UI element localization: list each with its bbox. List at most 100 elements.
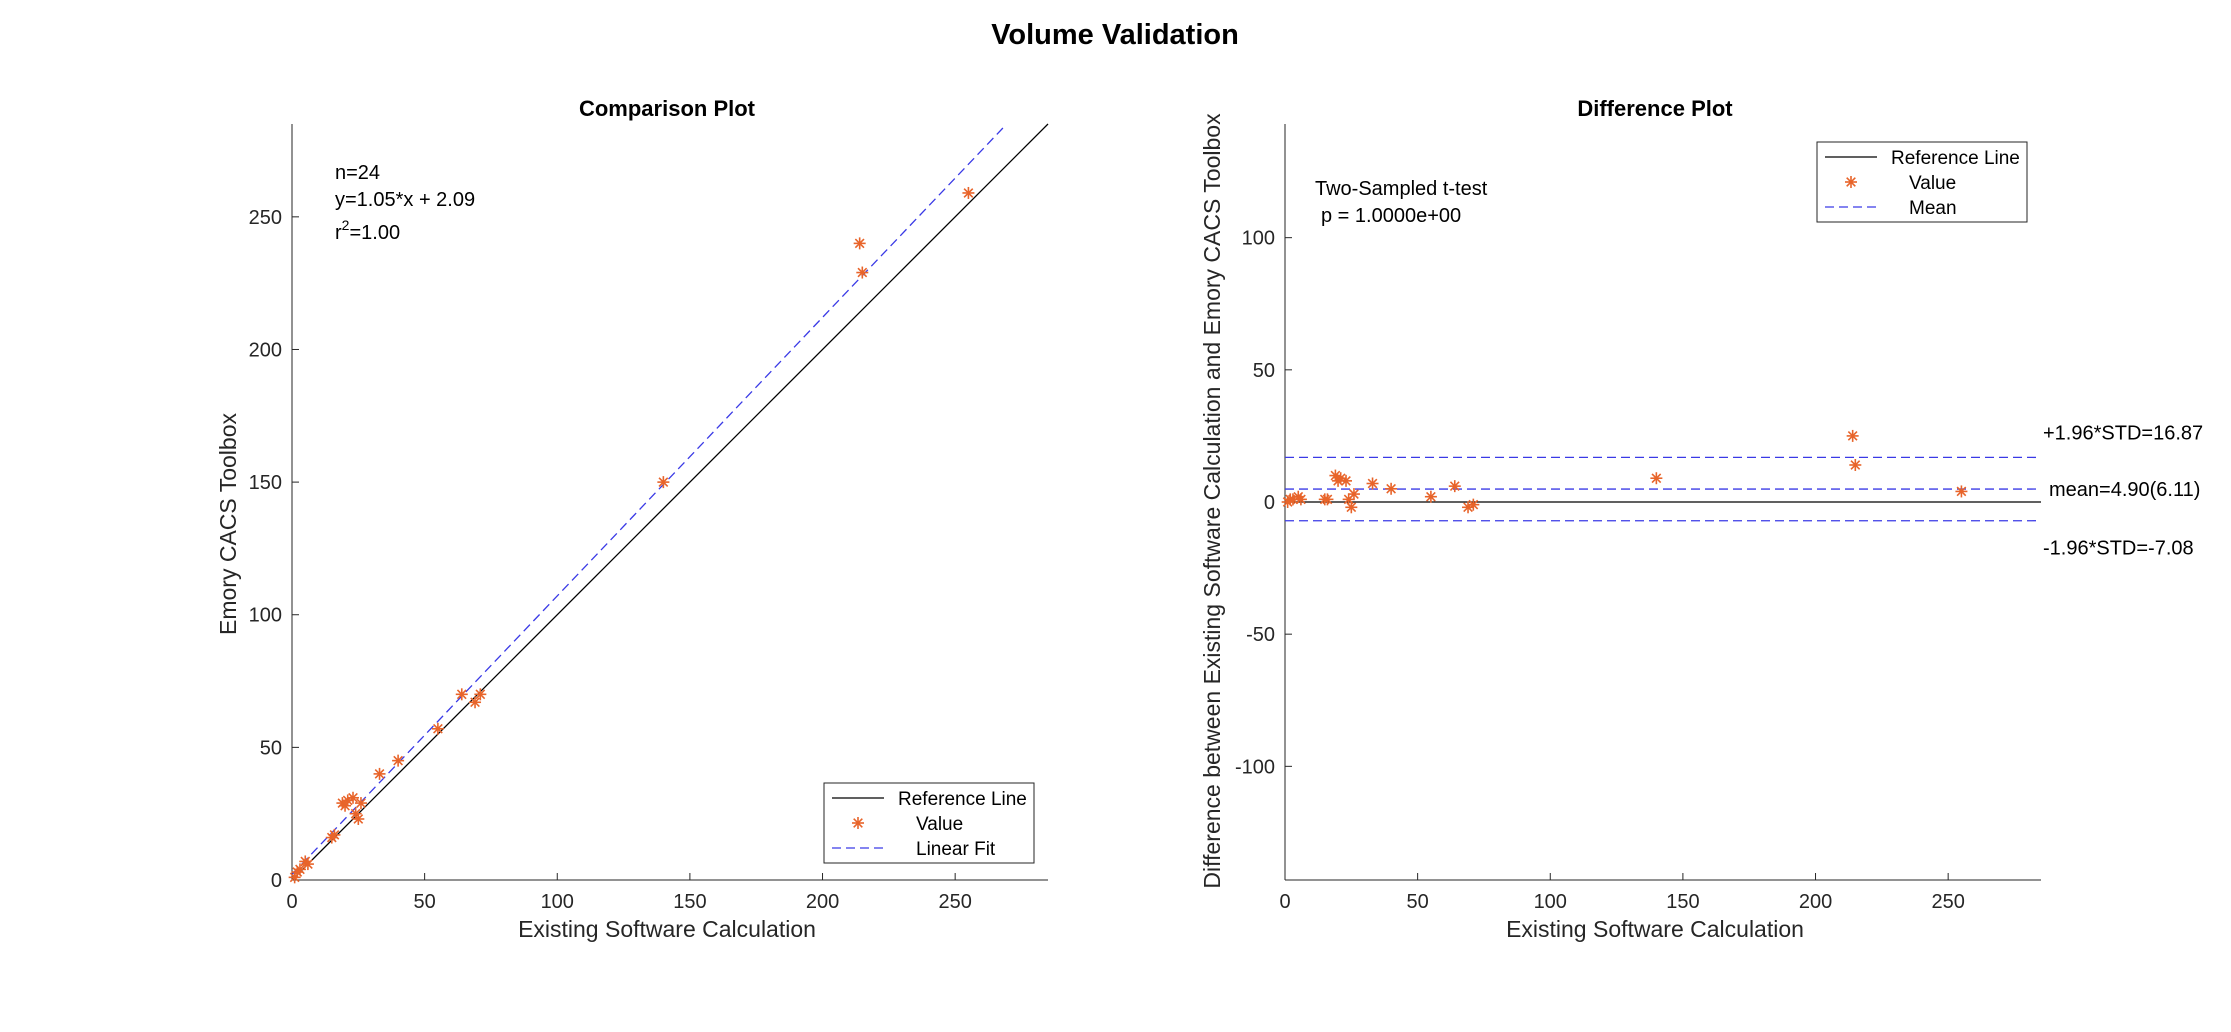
difference-legend: Reference Line Value Mean — [1816, 141, 2028, 223]
difference-x-tick-label: 150 — [1666, 891, 1699, 913]
comparison-data-point — [962, 186, 975, 199]
comparison-y-tick-label: 200 — [249, 339, 282, 361]
comparison-data-point — [301, 858, 314, 871]
comparison-data-point-stroke-3 — [433, 723, 443, 734]
comparison-y-tick-label: 250 — [249, 207, 282, 229]
t-test-p-value: p = 1.0000e+00 — [1321, 205, 1461, 227]
comparison-y-tick-label: 50 — [260, 737, 282, 759]
comparison-y-tick-label: 0 — [271, 870, 282, 892]
comparison-data-point — [474, 688, 487, 701]
comparison-data-point-stroke-3 — [857, 267, 868, 278]
difference-data-point — [1345, 501, 1358, 514]
comparison-data-point — [352, 812, 365, 825]
comparison-data-point-stroke-3 — [356, 798, 366, 808]
comparison-data-point-stroke-3 — [295, 864, 305, 875]
difference-data-point-stroke-3 — [1386, 483, 1396, 494]
comparison-legend-value-swatch-stroke-3 — [853, 818, 863, 828]
difference-y-tick-label: -100 — [1235, 756, 1275, 778]
comparison-legend: Reference Line Value Linear Fit — [823, 782, 1035, 864]
upper-limit-label: +1.96*STD=16.87 — [2043, 422, 2203, 444]
comparison-y-tick-label: 150 — [249, 472, 282, 494]
comparison-data-point-stroke-3 — [353, 814, 364, 824]
difference-data-point — [1321, 493, 1334, 506]
comparison-y-tick-label: 100 — [249, 605, 282, 627]
mean-label: mean=4.90(6.11) — [2049, 479, 2200, 501]
difference-y-tick-label: 100 — [1242, 228, 1275, 250]
difference-y-tick-label: 0 — [1264, 492, 1275, 514]
comparison-plot-xlabel: Existing Software Calculation — [518, 916, 816, 942]
comparison-plot-ylabel: Emory CACS Toolbox — [215, 413, 241, 635]
t-test-title: Two-Sampled t-test — [1315, 178, 1488, 200]
difference-plot: Difference Plot Existing Software Calcul… — [1199, 96, 2203, 942]
comparison-data-point — [373, 767, 386, 780]
comparison-data-point — [469, 696, 482, 709]
difference-data-point — [1294, 493, 1307, 506]
comparison-data-point — [328, 828, 341, 841]
difference-data-point-stroke-3 — [1651, 473, 1662, 484]
comparison-data-point — [431, 722, 444, 735]
comparison-data-point — [347, 791, 360, 804]
comparison-x-tick-label: 100 — [541, 891, 574, 913]
difference-x-tick-label: 250 — [1931, 891, 1964, 913]
difference-legend-entry: Reference Line — [1891, 148, 2020, 169]
r-squared-value: =1.00 — [349, 222, 400, 244]
comparison-x-tick-label: 200 — [806, 891, 839, 913]
comparison-data-point-stroke-3 — [374, 769, 385, 779]
comparison-data-point-stroke-3 — [350, 808, 361, 819]
difference-data-point — [1385, 482, 1398, 495]
difference-legend-value-swatch-stroke-3 — [1846, 177, 1856, 187]
linear-fit-line — [291, 127, 1004, 875]
difference-x-tick-label: 50 — [1407, 891, 1429, 913]
difference-data-point — [1329, 469, 1342, 482]
comparison-plot: Comparison Plot Existing Software Calcul… — [215, 96, 1049, 942]
difference-data-point — [1846, 429, 1859, 442]
comparison-data-point-stroke-3 — [393, 755, 403, 766]
difference-data-point — [1424, 490, 1437, 503]
difference-data-point-stroke-3 — [1367, 478, 1378, 489]
difference-data-point — [1467, 498, 1480, 511]
difference-plot-xlabel: Existing Software Calculation — [1506, 916, 1804, 942]
comparison-data-point — [657, 476, 670, 489]
reference-line — [291, 123, 1049, 881]
comparison-data-point-stroke-3 — [329, 830, 340, 840]
difference-x-tick-label: 0 — [1279, 891, 1290, 913]
difference-data-point-stroke-3 — [1468, 499, 1479, 510]
difference-data-point — [1955, 485, 1968, 498]
difference-x-tick-label: 200 — [1799, 891, 1832, 913]
difference-data-point-stroke-3 — [1335, 473, 1346, 484]
r-squared-base: r — [335, 222, 342, 244]
difference-data-point — [1334, 472, 1347, 485]
comparison-data-point — [455, 688, 468, 701]
comparison-legend-entry: Reference Line — [898, 789, 1027, 810]
comparison-data-point — [354, 797, 367, 810]
difference-data-point-stroke-3 — [1322, 494, 1333, 505]
comparison-data-point-stroke-3 — [470, 697, 480, 708]
comparison-x-tick-label: 50 — [414, 891, 436, 913]
comparison-data-point-stroke-3 — [963, 188, 974, 198]
comparison-x-tick-label: 250 — [938, 891, 971, 913]
difference-data-point-stroke-3 — [1956, 486, 1967, 497]
difference-legend-entry: Mean — [1909, 198, 1957, 219]
difference-x-tick-label: 100 — [1534, 891, 1567, 913]
fit-equation-annotation: y=1.05*x + 2.09 — [335, 189, 475, 211]
comparison-data-point — [293, 863, 306, 876]
difference-data-point-stroke-3 — [1330, 470, 1341, 481]
difference-data-point — [1650, 472, 1663, 485]
comparison-legend-value-swatch — [852, 817, 864, 829]
comparison-x-tick-label: 0 — [286, 891, 297, 913]
comparison-data-point-stroke-3 — [456, 689, 467, 700]
difference-legend-value-swatch — [1845, 176, 1857, 188]
difference-data-point-stroke-3 — [1296, 494, 1306, 505]
comparison-plot-title: Comparison Plot — [579, 96, 756, 121]
comparison-data-point-stroke-3 — [854, 238, 865, 249]
comparison-data-point-stroke-3 — [475, 689, 486, 700]
r-squared-superscript: 2 — [342, 217, 350, 233]
sample-size-annotation: n=24 — [335, 162, 380, 184]
comparison-data-point — [392, 754, 405, 767]
difference-y-tick-label: 50 — [1253, 360, 1275, 382]
difference-data-point-stroke-3 — [1341, 475, 1351, 486]
comparison-data-point-stroke-3 — [303, 859, 313, 869]
lower-limit-label: -1.96*STD=-7.08 — [2043, 538, 2194, 560]
comparison-data-point-stroke-3 — [658, 477, 669, 487]
